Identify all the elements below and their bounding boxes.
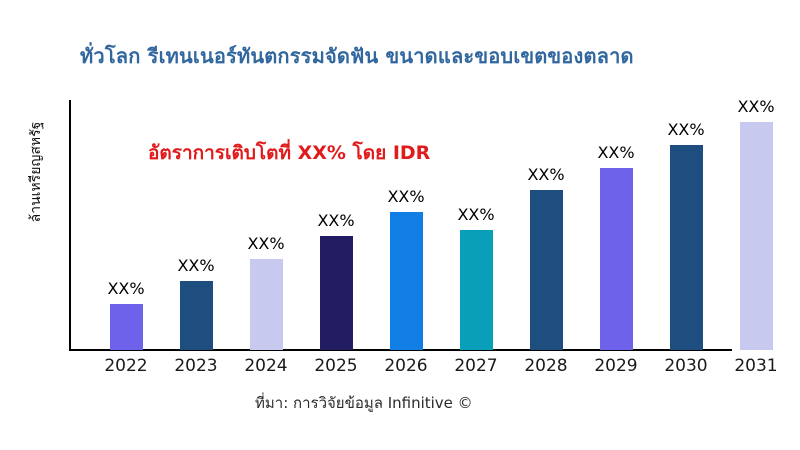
bar-value-label-2022: XX%	[107, 279, 145, 298]
bar-value-label-2023: XX%	[177, 256, 215, 275]
x-tick-label-2023: 2023	[174, 356, 218, 376]
bar-2028	[529, 190, 563, 350]
x-tick-label-2031: 2031	[734, 356, 778, 376]
bar-value-label-2026: XX%	[387, 187, 425, 206]
growth-rate-annotation: อัตราการเติบโตที่ XX% โดย IDR	[148, 142, 431, 164]
bar-2026	[389, 212, 423, 350]
bar-value-label-2031: XX%	[737, 97, 775, 116]
y-axis-line	[69, 100, 71, 351]
source-note: ที่มา: การวิจัยข้อมูล Infinitive ©	[255, 394, 473, 412]
x-tick-label-2022: 2022	[104, 356, 148, 376]
bar-value-label-2029: XX%	[597, 143, 635, 162]
bar-value-label-2025: XX%	[317, 211, 355, 230]
x-axis-line	[69, 349, 732, 351]
y-axis-label: ล้านเหรียญสหรัฐ	[28, 121, 44, 223]
bar-2031	[739, 122, 773, 350]
bar-value-label-2024: XX%	[247, 234, 285, 253]
chart-title: ทั่วโลก รีเทนเนอร์ทันตกรรมจัดฟัน ขนาดและ…	[80, 44, 634, 68]
x-tick-label-2028: 2028	[524, 356, 568, 376]
bar-2030	[669, 145, 703, 350]
x-tick-label-2029: 2029	[594, 356, 638, 376]
bar-value-label-2030: XX%	[667, 120, 705, 139]
bar-2029	[599, 168, 633, 350]
bar-value-label-2028: XX%	[527, 165, 565, 184]
x-tick-label-2026: 2026	[384, 356, 428, 376]
bar-2027	[459, 230, 493, 350]
bar-2024	[249, 259, 283, 350]
bar-2025	[319, 236, 353, 350]
x-tick-label-2025: 2025	[314, 356, 358, 376]
x-tick-label-2027: 2027	[454, 356, 498, 376]
x-tick-label-2030: 2030	[664, 356, 708, 376]
bar-value-label-2027: XX%	[457, 205, 495, 224]
x-tick-label-2024: 2024	[244, 356, 288, 376]
bar-2022	[109, 304, 143, 350]
bar-2023	[179, 281, 213, 350]
